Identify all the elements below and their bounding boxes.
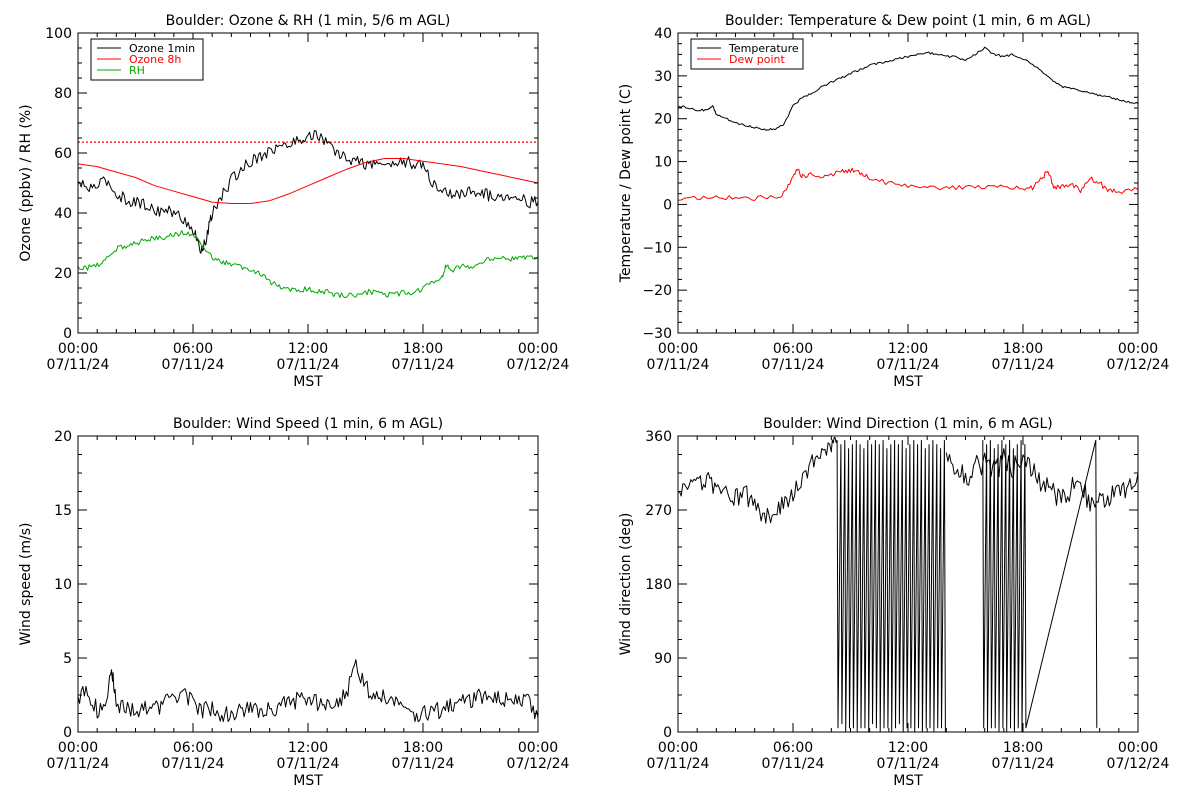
x-tick-time: 12:00: [888, 740, 928, 756]
y-tick-label: 20: [654, 112, 672, 128]
y-tick-label: 20: [54, 429, 72, 445]
x-tick-time: 00:00: [1118, 740, 1158, 756]
x-tick-date: 07/12/24: [507, 756, 570, 772]
series-line: [836, 440, 946, 733]
x-tick-time: 18:00: [1003, 341, 1043, 357]
y-tick-label: 0: [663, 197, 672, 213]
series-line: [677, 46, 1139, 131]
legend-box: [690, 38, 804, 70]
plot-frame: [77, 435, 539, 733]
x-tick-date: 07/11/24: [162, 756, 225, 772]
x-tick-time: 12:00: [288, 740, 328, 756]
x-tick-date: 07/11/24: [762, 357, 825, 373]
y-tick-label: 5: [63, 651, 72, 667]
x-tick-time: 06:00: [173, 341, 213, 357]
x-tick-time: 06:00: [173, 740, 213, 756]
x-tick-date: 07/11/24: [392, 756, 455, 772]
x-tick-date: 07/11/24: [992, 756, 1055, 772]
x-tick-date: 07/11/24: [47, 756, 110, 772]
y-tick-label: −30: [642, 326, 672, 342]
chart-ozone: Boulder: Ozone & RH (1 min, 5/6 m AGL) 0 2…: [18, 13, 570, 390]
chart-winddir: Boulder: Wind Direction (1 min, 6 m AGL)…: [618, 416, 1170, 789]
x-tick-date: 07/11/24: [877, 756, 940, 772]
x-tick-date: 07/11/24: [877, 357, 940, 373]
x-tick-date: 07/12/24: [1107, 756, 1170, 772]
y-tick-label: 60: [54, 146, 72, 162]
x-tick-date: 07/11/24: [647, 756, 710, 772]
x-tick-date: 07/12/24: [507, 357, 570, 373]
chart-title: Boulder: Wind Direction (1 min, 6 m AGL): [763, 416, 1052, 432]
x-tick-time: 06:00: [773, 341, 813, 357]
y-tick-label: 15: [54, 503, 72, 519]
plot-frame: [677, 32, 1139, 334]
x-tick-date: 07/11/24: [647, 357, 710, 373]
y-tick-label: 0: [63, 326, 72, 342]
x-tick-time: 00:00: [658, 341, 698, 357]
series-line: [77, 659, 539, 723]
x-axis-label: MST: [293, 773, 323, 789]
legend-label: Temperature: [728, 42, 799, 55]
x-tick-time: 00:00: [58, 740, 98, 756]
y-axis-label: Wind speed (m/s): [18, 523, 34, 646]
y-tick-label: 40: [654, 26, 672, 42]
series-line: [945, 448, 1139, 512]
chart-title: Boulder: Wind Speed (1 min, 6 m AGL): [173, 416, 443, 432]
y-tick-label: 20: [54, 266, 72, 282]
y-tick-label: 0: [63, 725, 72, 741]
x-tick-time: 18:00: [403, 740, 443, 756]
y-tick-label: 30: [654, 69, 672, 85]
y-tick-label: 0: [663, 725, 672, 741]
y-tick-label: 180: [645, 577, 672, 593]
series-line: [677, 167, 1139, 201]
x-tick-time: 18:00: [403, 341, 443, 357]
x-axis-label: MST: [893, 773, 923, 789]
x-tick-date: 07/11/24: [162, 357, 225, 373]
series-line: [77, 130, 539, 254]
y-axis-label: Temperature / Dew point (C): [618, 84, 634, 283]
x-tick-time: 18:00: [1003, 740, 1043, 756]
x-axis-label: MST: [893, 374, 923, 390]
x-tick-time: 12:00: [888, 341, 928, 357]
legend-label: Ozone 1min: [129, 42, 195, 55]
y-tick-label: 40: [54, 206, 72, 222]
series-line: [77, 158, 539, 204]
chart-title: Boulder: Temperature & Dew point (1 min,…: [725, 13, 1091, 29]
y-tick-label: 10: [654, 155, 672, 171]
series-line: [677, 436, 838, 524]
x-tick-date: 07/12/24: [1107, 357, 1170, 373]
x-tick-time: 12:00: [288, 341, 328, 357]
y-axis-label: Ozone (ppbv) / RH (%): [18, 104, 34, 261]
legend-label: Ozone 8h: [129, 53, 181, 66]
chart-windspeed: Boulder: Wind Speed (1 min, 6 m AGL) 0 5 10…: [18, 416, 570, 789]
x-tick-time: 06:00: [773, 740, 813, 756]
x-tick-time: 00:00: [58, 341, 98, 357]
y-tick-label: −20: [642, 283, 672, 299]
x-tick-date: 07/11/24: [277, 756, 340, 772]
y-tick-label: 90: [654, 651, 672, 667]
x-tick-time: 00:00: [1118, 341, 1158, 357]
y-axis-label: Wind direction (deg): [618, 513, 634, 656]
legend-label: Dew point: [729, 53, 785, 66]
x-tick-date: 07/11/24: [392, 357, 455, 373]
x-tick-time: 00:00: [518, 341, 558, 357]
x-tick-date: 07/11/24: [762, 756, 825, 772]
x-tick-date: 07/11/24: [277, 357, 340, 373]
chart-title: Boulder: Ozone & RH (1 min, 5/6 m AGL): [166, 13, 451, 29]
x-tick-time: 00:00: [518, 740, 558, 756]
series-line: [77, 230, 539, 298]
y-tick-label: 10: [54, 577, 72, 593]
x-axis-label: MST: [293, 374, 323, 390]
y-tick-label: −10: [642, 240, 672, 256]
chart-temperature: Boulder: Temperature & Dew point (1 min,…: [618, 13, 1170, 390]
legend-label: RH: [129, 64, 145, 77]
y-tick-label: 270: [645, 503, 672, 519]
x-tick-time: 00:00: [658, 740, 698, 756]
x-tick-date: 07/11/24: [992, 357, 1055, 373]
y-tick-label: 360: [645, 429, 672, 445]
x-tick-date: 07/11/24: [47, 357, 110, 373]
y-tick-label: 80: [54, 86, 72, 102]
y-tick-label: 100: [45, 26, 72, 42]
